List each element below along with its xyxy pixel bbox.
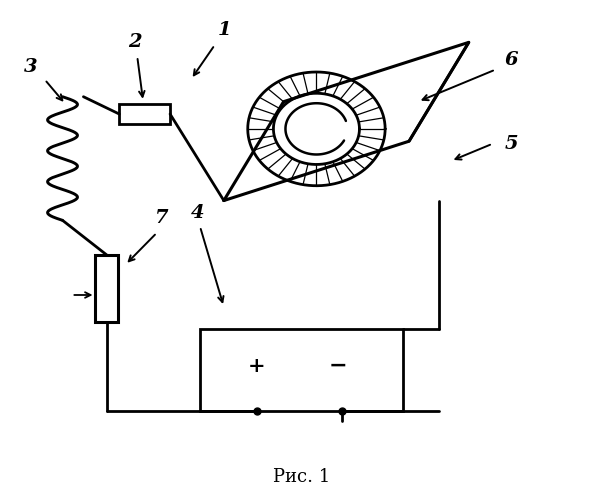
- Bar: [95, 255, 118, 322]
- Text: −: −: [329, 355, 347, 377]
- Text: 3: 3: [24, 58, 37, 76]
- Text: Рис. 1: Рис. 1: [273, 468, 330, 486]
- Text: 7: 7: [155, 209, 169, 227]
- Text: 4: 4: [191, 204, 204, 222]
- Text: 6: 6: [505, 50, 518, 68]
- Text: 5: 5: [505, 134, 518, 152]
- Text: +: +: [248, 356, 266, 376]
- Text: 2: 2: [128, 34, 142, 52]
- Bar: [119, 104, 170, 124]
- Bar: [200, 329, 403, 410]
- Text: 1: 1: [218, 21, 232, 39]
